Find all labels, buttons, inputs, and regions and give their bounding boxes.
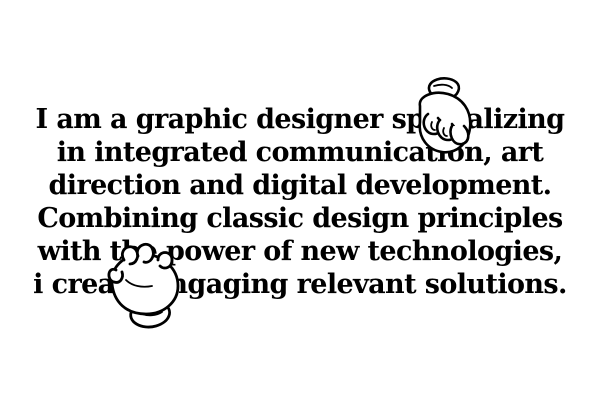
intro-line-5: with the power of new technologies, [37, 236, 563, 267]
intro-line-3: direction and digital development. [48, 170, 553, 201]
intro-line-1: I am a graphic designer specializing [35, 104, 565, 135]
intro-line-4: Combining classic design principles [37, 203, 563, 234]
intro-paragraph: I am a graphic designer specializing in … [0, 103, 600, 301]
intro-line-2: in integrated communication, art [56, 137, 544, 168]
cartoon-glove-hand-icon[interactable] [412, 76, 476, 158]
cartoon-glove-hand-icon[interactable] [102, 240, 188, 330]
intro-line-6: i create engaging relevant solutions. [33, 269, 567, 300]
